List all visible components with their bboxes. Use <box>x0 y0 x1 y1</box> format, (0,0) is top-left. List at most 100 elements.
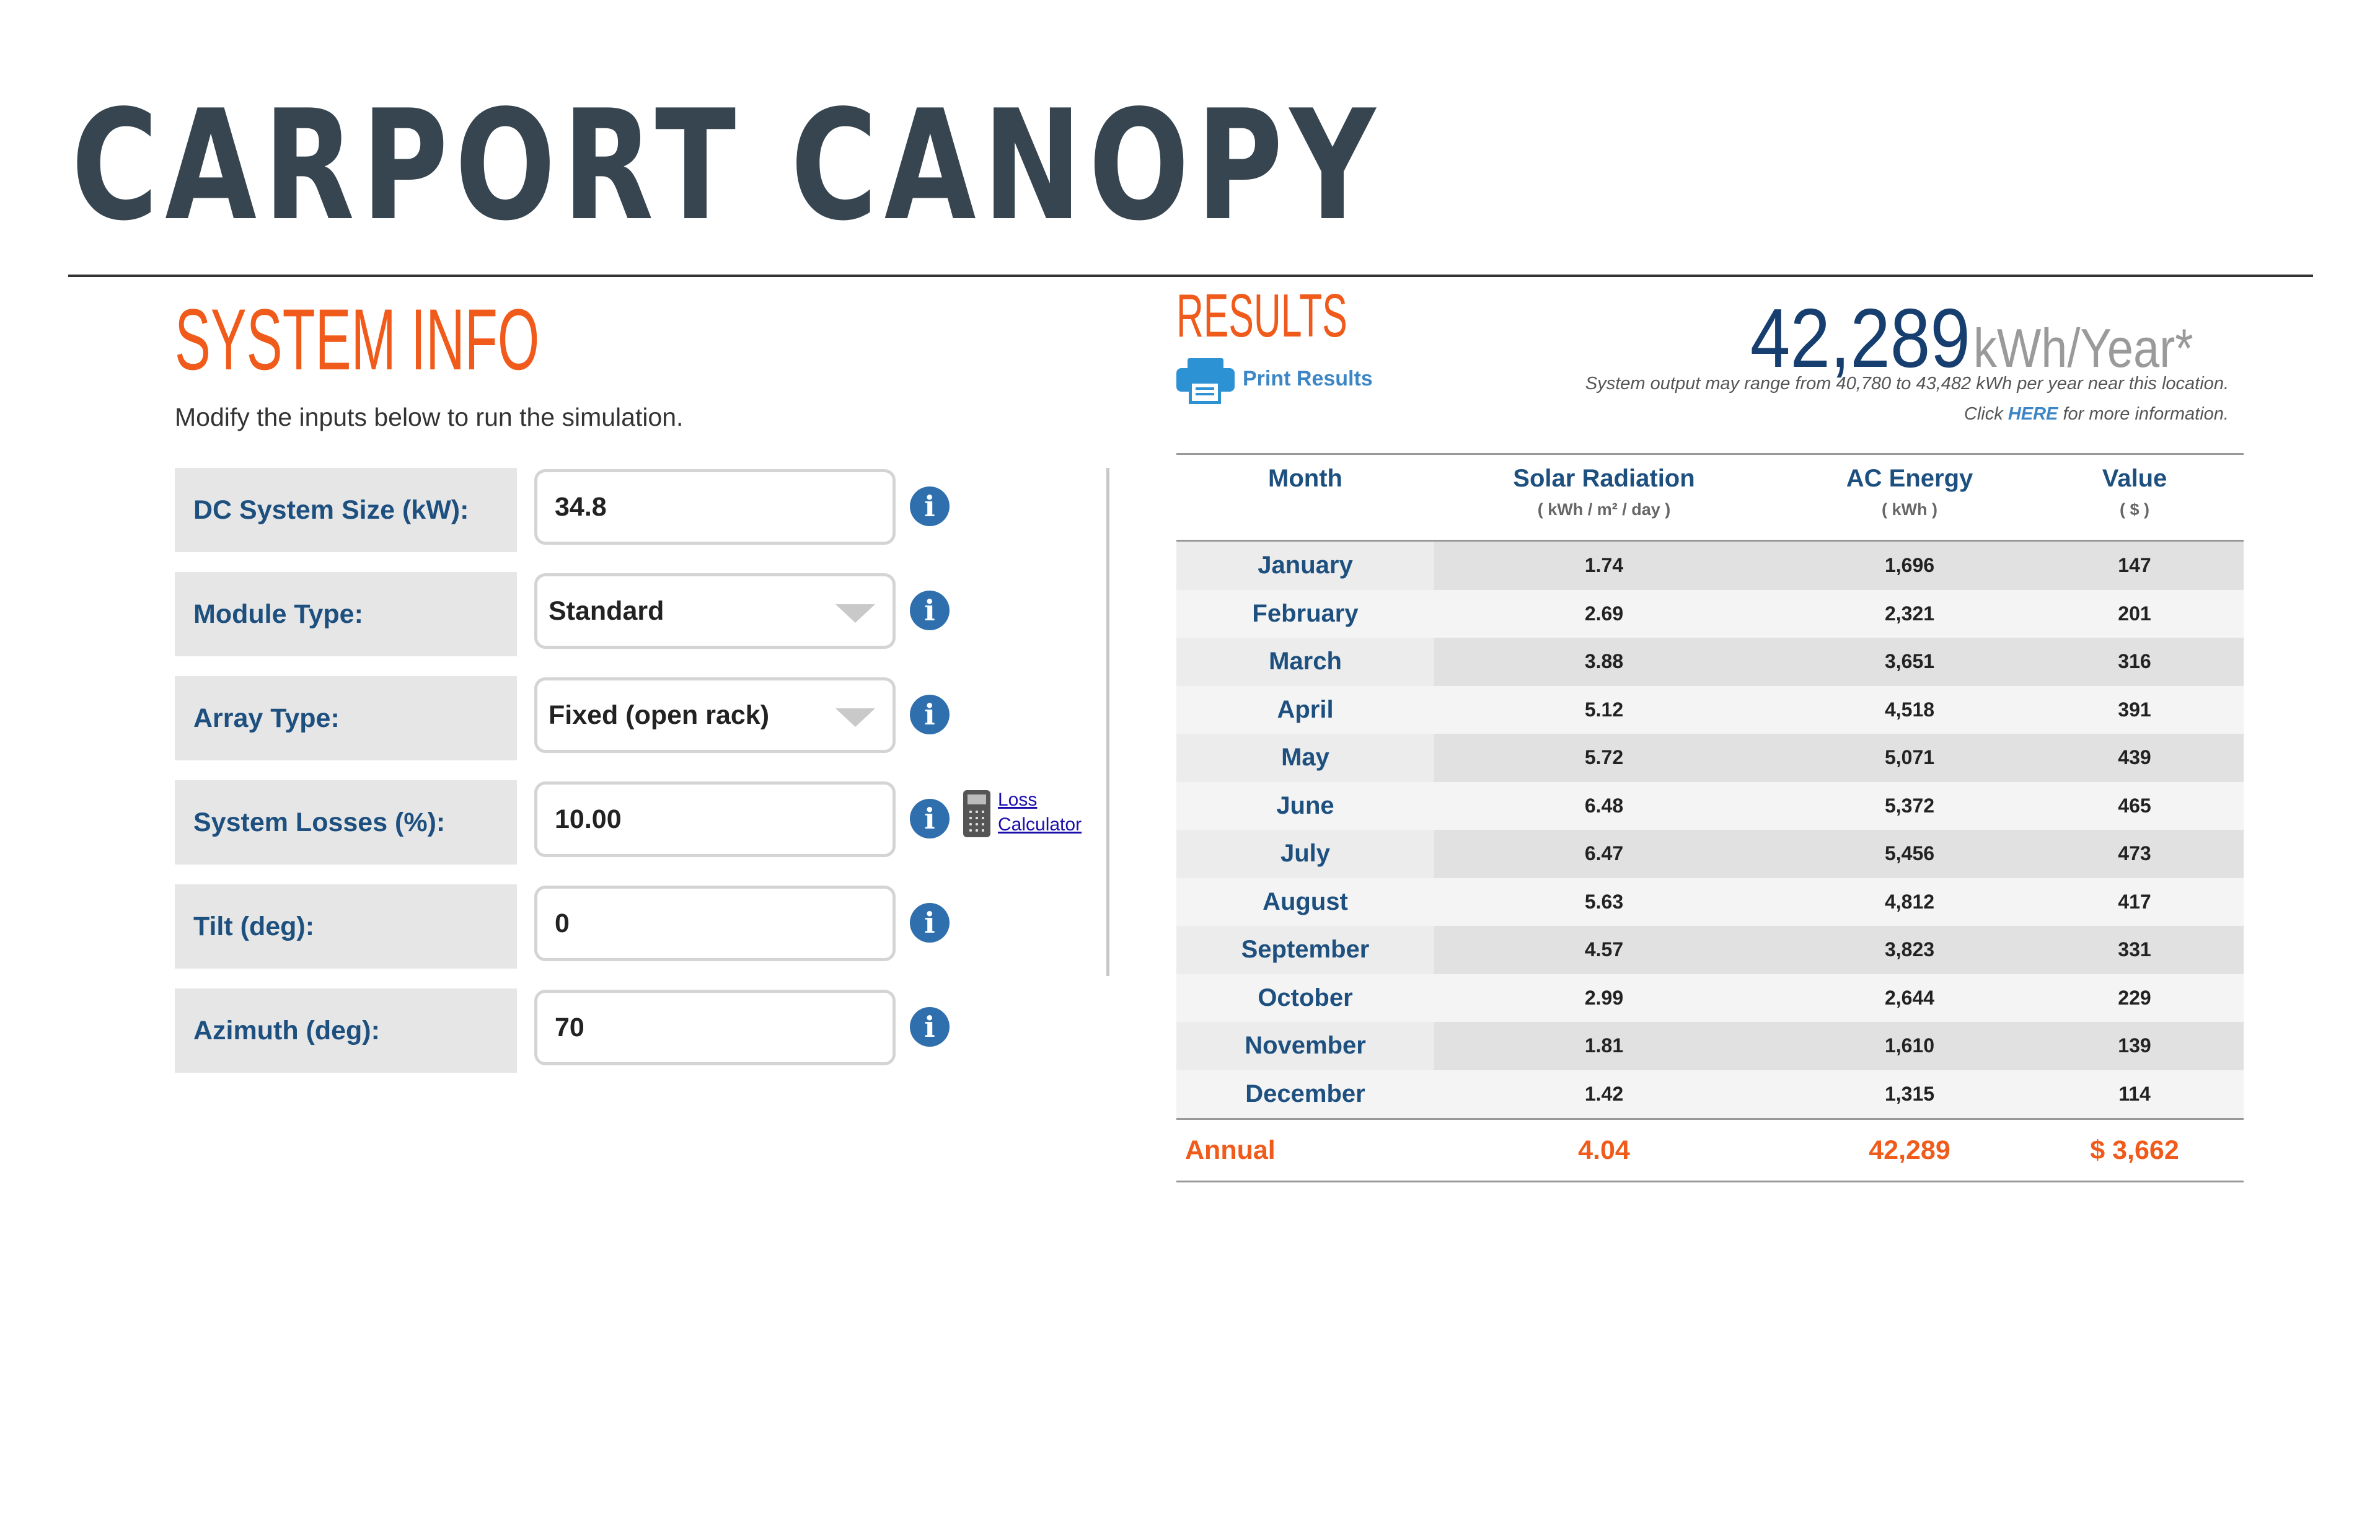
cell-month: December <box>1245 1080 1365 1107</box>
array-type-label: Array Type: <box>175 676 517 760</box>
cell-ac: 1,610 <box>1884 1034 1935 1057</box>
annual-solar: 4.04 <box>1578 1135 1630 1165</box>
cell-ac: 5,456 <box>1884 842 1935 865</box>
system-losses-input[interactable]: 10.00 <box>534 781 896 857</box>
cell-value: 316 <box>2118 650 2151 672</box>
table-row: December 1.42 1,315 114 <box>1176 1070 2244 1118</box>
results-table: Month Solar Radiation ( kWh / m² / day )… <box>1176 453 2244 1182</box>
azimuth-input[interactable]: 70 <box>534 990 896 1065</box>
tilt-input[interactable]: 0 <box>534 886 896 961</box>
table-row: April 5.12 4,518 391 <box>1176 685 2244 734</box>
calculator-icon <box>963 790 990 837</box>
cell-solar: 5.72 <box>1584 746 1624 768</box>
cell-month: September <box>1241 936 1370 963</box>
cell-ac: 2,644 <box>1884 986 1935 1009</box>
azimuth-label: Azimuth (deg): <box>175 988 517 1073</box>
cell-value: 391 <box>2118 698 2151 721</box>
array-type-select[interactable]: Fixed (open rack) <box>534 677 896 753</box>
info-icon[interactable]: i <box>910 1007 950 1047</box>
table-row: September 4.57 3,823 331 <box>1176 926 2244 974</box>
print-results-link[interactable]: Print Results <box>1243 367 1373 390</box>
cell-ac: 2,321 <box>1884 602 1935 625</box>
cell-month: November <box>1245 1032 1366 1059</box>
cell-value: 201 <box>2118 602 2151 625</box>
header-value: Value ( $ ) <box>2042 465 2228 519</box>
table-row: October 2.99 2,644 229 <box>1176 974 2244 1022</box>
cell-ac: 4,812 <box>1884 890 1935 913</box>
system-info-subtitle: Modify the inputs below to run the simul… <box>175 403 684 431</box>
form-row-dc-size: DC System Size (kW): 34.8 i <box>175 468 1111 552</box>
header-ac-label: AC Energy <box>1846 465 1973 492</box>
dc-size-label: DC System Size (kW): <box>175 468 517 552</box>
annual-output-value: 42,289 <box>1750 291 1971 385</box>
more-info-note: Click HERE for more information. <box>1964 404 2229 425</box>
cell-month: March <box>1269 648 1342 675</box>
cell-month: February <box>1252 599 1359 627</box>
annual-output-display: 42,289 kWh/Year* <box>1714 296 2229 380</box>
header-ac: AC Energy ( kWh ) <box>1817 465 2003 519</box>
chevron-down-icon <box>835 708 875 727</box>
module-type-label: Module Type: <box>175 572 517 656</box>
cell-month: July <box>1280 840 1331 867</box>
cell-solar: 4.57 <box>1584 938 1624 961</box>
cell-ac: 1,315 <box>1884 1082 1935 1105</box>
cell-value: 114 <box>2118 1082 2151 1105</box>
header-solar-unit: ( kWh / m² / day ) <box>1537 500 1671 519</box>
table-row: January 1.74 1,696 147 <box>1176 542 2244 590</box>
module-type-select[interactable]: Standard <box>534 573 896 649</box>
loss-calculator-link[interactable]: Loss Calculator <box>963 788 1112 843</box>
cell-solar: 6.47 <box>1584 842 1624 865</box>
cell-solar: 2.69 <box>1584 602 1624 625</box>
table-header: Month Solar Radiation ( kWh / m² / day )… <box>1176 455 2244 540</box>
cell-solar: 1.81 <box>1584 1034 1624 1057</box>
annual-ac: 42,289 <box>1869 1135 1950 1165</box>
table-bottom-rule <box>1176 1181 2244 1182</box>
cell-month: January <box>1258 552 1353 579</box>
cell-value: 465 <box>2118 794 2151 817</box>
info-icon[interactable]: i <box>910 486 950 526</box>
dc-size-input[interactable]: 34.8 <box>534 469 896 545</box>
cell-month: April <box>1277 695 1334 723</box>
chevron-down-icon <box>835 604 875 623</box>
header-solar: Solar Radiation ( kWh / m² / day ) <box>1511 465 1697 519</box>
system-losses-label: System Losses (%): <box>175 780 517 865</box>
table-row: November 1.81 1,610 139 <box>1176 1022 2244 1070</box>
cell-month: May <box>1281 744 1329 771</box>
cell-solar: 5.12 <box>1584 698 1624 721</box>
more-info-suffix: for more information. <box>2058 404 2229 424</box>
loss-calculator-text[interactable]: Loss Calculator <box>998 788 1082 837</box>
table-annual-rule <box>1176 1118 2244 1120</box>
output-range-note: System output may range from 40,780 to 4… <box>1585 374 2229 394</box>
cell-ac: 3,651 <box>1884 650 1935 672</box>
cell-value: 147 <box>2118 554 2151 576</box>
header-value-label: Value <box>2102 465 2167 492</box>
system-info-heading: SYSTEM INFO <box>175 291 540 388</box>
annual-row: Annual 4.04 42,289 $ 3,662 <box>1176 1120 2244 1181</box>
printer-icon[interactable] <box>1176 358 1235 404</box>
annual-label: Annual <box>1185 1135 1276 1165</box>
more-info-link[interactable]: HERE <box>2008 404 2058 424</box>
module-type-value: Standard <box>549 596 664 626</box>
info-icon[interactable]: i <box>910 799 950 838</box>
loss-calculator-line1: Loss <box>998 790 1038 810</box>
cell-month: June <box>1276 791 1334 819</box>
form-row-system-losses: System Losses (%): 10.00 i Loss Calculat… <box>175 780 1111 865</box>
cell-ac: 1,696 <box>1884 554 1935 576</box>
cell-ac: 5,071 <box>1884 746 1935 768</box>
table-header-rule <box>1176 540 2244 542</box>
info-icon[interactable]: i <box>910 591 950 630</box>
info-icon[interactable]: i <box>910 903 950 943</box>
annual-value: $ 3,662 <box>2090 1135 2179 1165</box>
info-icon[interactable]: i <box>910 695 950 734</box>
header-solar-label: Solar Radiation <box>1513 465 1695 492</box>
header-month-label: Month <box>1268 465 1342 492</box>
cell-ac: 3,823 <box>1884 938 1935 961</box>
more-info-prefix: Click <box>1963 404 2008 424</box>
cell-value: 417 <box>2118 890 2151 913</box>
header-value-unit: ( $ ) <box>2119 500 2149 519</box>
table-row: June 6.48 5,372 465 <box>1176 781 2244 830</box>
header-ac-unit: ( kWh ) <box>1882 500 1937 519</box>
form-row-tilt: Tilt (deg): 0 i <box>175 884 1111 969</box>
loss-calculator-line2: Calculator <box>998 814 1082 835</box>
table-row: March 3.88 3,651 316 <box>1176 638 2244 686</box>
